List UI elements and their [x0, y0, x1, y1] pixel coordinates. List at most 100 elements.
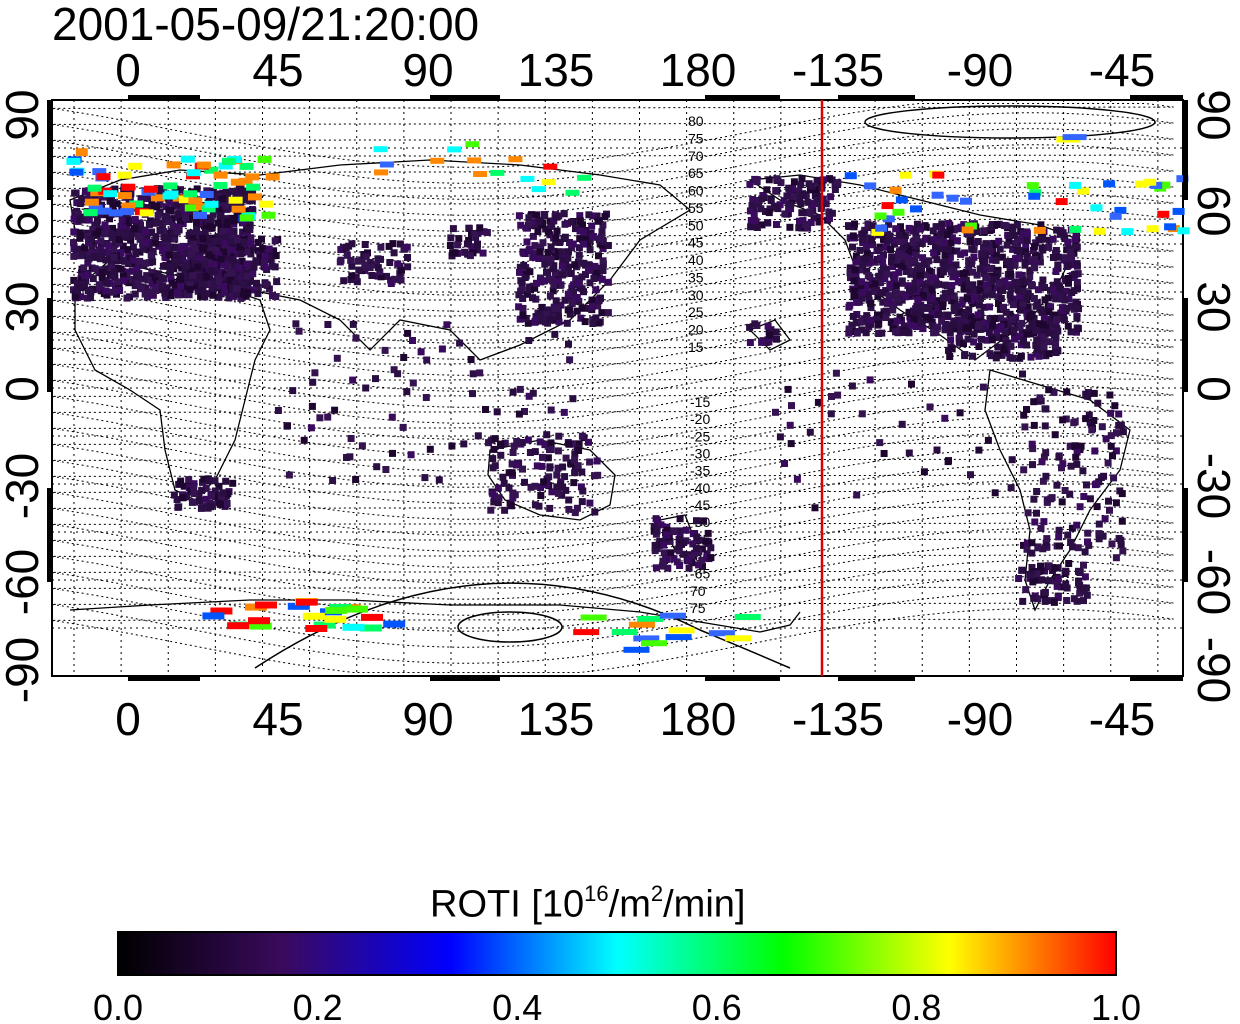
- roti-cell: [858, 317, 866, 325]
- roti-cell: [969, 268, 976, 276]
- roti-cell: [571, 456, 579, 464]
- roti-cell: [908, 380, 915, 388]
- roti-cell: [466, 252, 474, 260]
- roti-cell: [563, 319, 571, 327]
- roti-auroral-cell: [668, 627, 695, 634]
- roti-auroral-cell: [946, 194, 959, 202]
- roti-cell: [1054, 575, 1062, 583]
- roti-cell: [1064, 322, 1072, 330]
- roti-cell: [1054, 594, 1062, 602]
- contour-line: [51, 416, 1174, 488]
- roti-cell: [797, 200, 805, 208]
- roti-cell: [497, 451, 505, 459]
- roti-cell: [591, 262, 599, 270]
- roti-cell: [910, 285, 917, 293]
- roti-cell: [567, 218, 575, 226]
- roti-cell: [913, 235, 921, 243]
- roti-cell: [808, 201, 816, 209]
- roti-cell: [749, 196, 757, 203]
- roti-cell: [863, 250, 871, 258]
- roti-cell: [986, 248, 994, 256]
- roti-cell: [750, 210, 758, 218]
- roti-cell: [205, 259, 213, 267]
- lon-tick-label-bottom: 135: [518, 693, 595, 745]
- roti-cell: [479, 249, 487, 257]
- roti-cell: [182, 214, 189, 221]
- lon-tick-label-top: 135: [518, 44, 595, 96]
- roti-cell: [1000, 303, 1007, 311]
- roti-cell: [944, 263, 952, 271]
- roti-cell: [961, 352, 969, 360]
- roti-cell: [116, 236, 123, 244]
- roti-cell: [524, 290, 531, 298]
- roti-cell: [978, 250, 986, 258]
- south-contour-arc: [254, 582, 791, 669]
- roti-cell: [928, 285, 936, 293]
- roti-cell: [107, 250, 115, 257]
- roti-cell: [200, 241, 208, 248]
- roti-cell: [1034, 544, 1042, 552]
- roti-cell: [558, 271, 566, 279]
- lon-tick-label-bottom: 90: [402, 693, 453, 745]
- roti-cell: [847, 271, 855, 279]
- roti-auroral-cell: [465, 141, 480, 148]
- roti-cell: [1083, 481, 1090, 489]
- roti-cell: [966, 290, 974, 297]
- roti-cell: [519, 295, 527, 302]
- roti-cell: [1045, 329, 1053, 337]
- roti-auroral-cell: [346, 605, 368, 613]
- roti-cell: [946, 353, 954, 360]
- roti-cell: [162, 294, 170, 301]
- roti-auroral-cell: [1164, 223, 1177, 231]
- roti-cell: [443, 321, 451, 329]
- roti-cell: [147, 288, 155, 296]
- roti-cell: [850, 287, 858, 295]
- roti-cell: [655, 541, 663, 549]
- roti-cell: [227, 237, 235, 245]
- roti-cell: [941, 255, 949, 263]
- roti-cell: [235, 264, 243, 272]
- roti-cell: [971, 289, 979, 297]
- roti-cell: [235, 191, 243, 199]
- roti-cell: [1018, 319, 1026, 327]
- roti-cell: [324, 321, 332, 328]
- roti-cell: [953, 247, 961, 255]
- roti-cell: [757, 205, 765, 213]
- roti-cell: [1045, 577, 1052, 585]
- roti-cell: [786, 201, 794, 209]
- roti-auroral-cell: [543, 163, 558, 170]
- roti-cell: [232, 290, 240, 298]
- roti-cell: [1047, 286, 1054, 294]
- roti-cell: [863, 267, 871, 275]
- lon-tick-label-bottom: 45: [252, 693, 303, 745]
- roti-cell: [331, 406, 339, 414]
- roti-cell: [685, 556, 693, 564]
- roti-cell: [491, 462, 499, 470]
- roti-cell: [825, 208, 833, 216]
- roti-cell: [219, 227, 227, 235]
- roti-cell: [490, 498, 498, 506]
- roti-cell: [525, 221, 533, 229]
- roti-cell: [988, 223, 996, 231]
- roti-cell: [564, 254, 572, 262]
- roti-cell: [181, 249, 189, 257]
- roti-cell: [345, 242, 353, 250]
- roti-cell: [947, 288, 955, 296]
- roti-cell: [182, 283, 190, 291]
- roti-cell: [917, 301, 925, 309]
- roti-cell: [584, 266, 592, 274]
- roti-cell: [588, 302, 596, 310]
- roti-cell: [521, 274, 529, 281]
- roti-cell: [1073, 328, 1080, 336]
- roti-cell: [136, 248, 144, 256]
- roti-cell: [161, 216, 169, 224]
- roti-cell: [1084, 392, 1092, 400]
- roti-cell: [955, 338, 963, 346]
- roti-cell: [131, 216, 139, 223]
- roti-auroral-cell: [222, 157, 236, 165]
- roti-cell: [243, 248, 251, 256]
- roti-cell: [810, 214, 818, 222]
- lat-tick-label-left: 90: [0, 89, 48, 140]
- roti-cell: [1059, 229, 1067, 237]
- roti-cell: [509, 388, 517, 396]
